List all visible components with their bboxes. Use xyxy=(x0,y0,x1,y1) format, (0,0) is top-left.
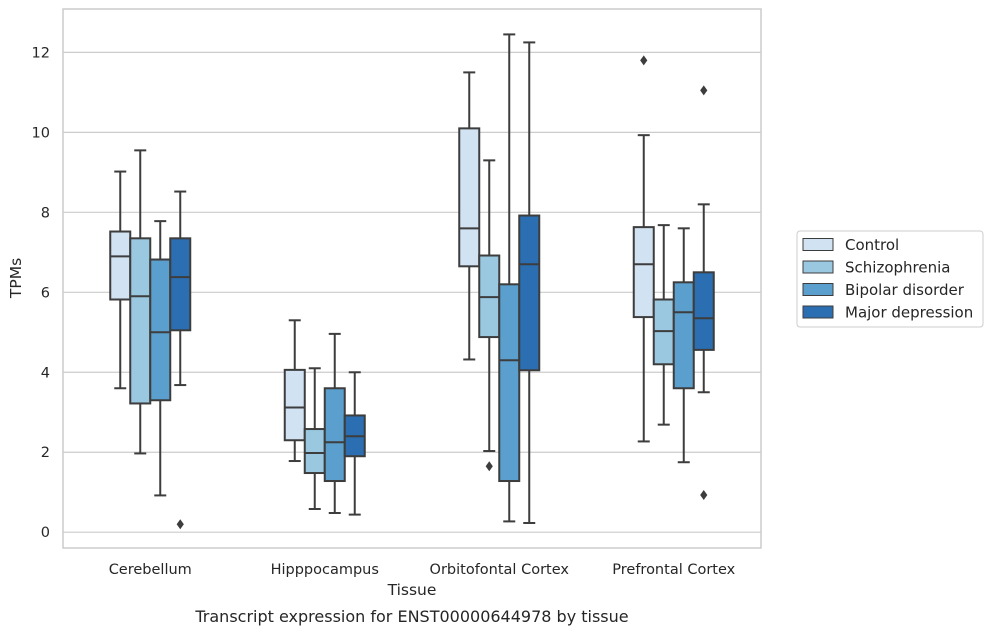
x-tick-label: Cerebellum xyxy=(109,562,192,578)
box-schizophrenia xyxy=(652,224,675,426)
outlier-point xyxy=(176,519,184,530)
box-schizophrenia xyxy=(129,149,152,455)
box-iqr xyxy=(632,226,655,319)
box-iqr xyxy=(323,387,346,483)
y-tick-label: 4 xyxy=(41,365,50,381)
box-iqr xyxy=(518,214,541,372)
box-control xyxy=(109,170,132,390)
box-bipolar-disorder xyxy=(149,220,172,497)
outlier-point xyxy=(700,85,708,96)
x-tick-label: Prefrontal Cortex xyxy=(612,562,735,578)
box-iqr xyxy=(283,368,306,442)
legend-swatch xyxy=(802,238,834,251)
box-iqr xyxy=(498,283,521,483)
box-bipolar-disorder xyxy=(498,33,521,523)
box-major-depression xyxy=(518,41,541,525)
y-tick-label: 2 xyxy=(41,445,50,461)
box-iqr xyxy=(129,237,152,405)
outlier-point xyxy=(640,55,648,66)
box-major-depression xyxy=(692,85,715,501)
y-tick-label: 10 xyxy=(32,125,50,141)
legend-label: Bipolar disorder xyxy=(845,281,965,299)
legend: Control Schizophrenia Bipolar disorder Majo… xyxy=(796,230,984,328)
y-tick-label: 8 xyxy=(41,205,50,221)
legend-swatch xyxy=(802,283,834,296)
box-schizophrenia xyxy=(303,367,326,511)
plot-frame xyxy=(62,8,762,549)
x-axis-title: Tissue xyxy=(387,581,437,599)
outlier-point xyxy=(485,461,493,472)
box-iqr xyxy=(149,258,172,402)
x-tick-label: Orbitofontal Cortex xyxy=(430,562,570,578)
outlier-point xyxy=(700,490,708,501)
y-tick-label: 6 xyxy=(41,285,50,301)
box-control xyxy=(632,55,655,443)
y-tick-label: 12 xyxy=(32,45,50,61)
legend-swatch xyxy=(802,305,834,319)
box-bipolar-disorder xyxy=(672,227,695,464)
box-schizophrenia xyxy=(478,159,501,472)
legend-label: Control xyxy=(845,236,899,254)
legend-label: Schizophrenia xyxy=(845,259,950,277)
x-tick-label: Hipppocampus xyxy=(271,562,379,578)
y-axis-title: TPMs xyxy=(7,258,25,299)
legend-label: Major depression xyxy=(845,304,973,322)
box-major-depression xyxy=(343,371,366,516)
box-control xyxy=(283,319,306,463)
box-iqr xyxy=(458,127,481,268)
box-control xyxy=(458,71,481,361)
y-tick-labels: 0 2 4 6 8 10 12 xyxy=(32,45,50,541)
box-iqr xyxy=(672,281,695,390)
box-iqr xyxy=(692,271,715,351)
box-iqr xyxy=(109,230,132,301)
chart-caption: Transcript expression for ENST0000064497… xyxy=(194,607,628,626)
legend-swatch xyxy=(802,260,834,274)
y-tick-label: 0 xyxy=(41,525,50,541)
box-iqr xyxy=(303,428,326,475)
legend-frame xyxy=(796,230,984,328)
box-groups xyxy=(109,33,715,530)
box-bipolar-disorder xyxy=(323,332,346,515)
box-major-depression xyxy=(169,190,192,530)
box-iqr xyxy=(169,237,192,332)
x-tick-labels: Cerebellum Hipppocampus Orbitofontal Corte… xyxy=(109,562,736,578)
